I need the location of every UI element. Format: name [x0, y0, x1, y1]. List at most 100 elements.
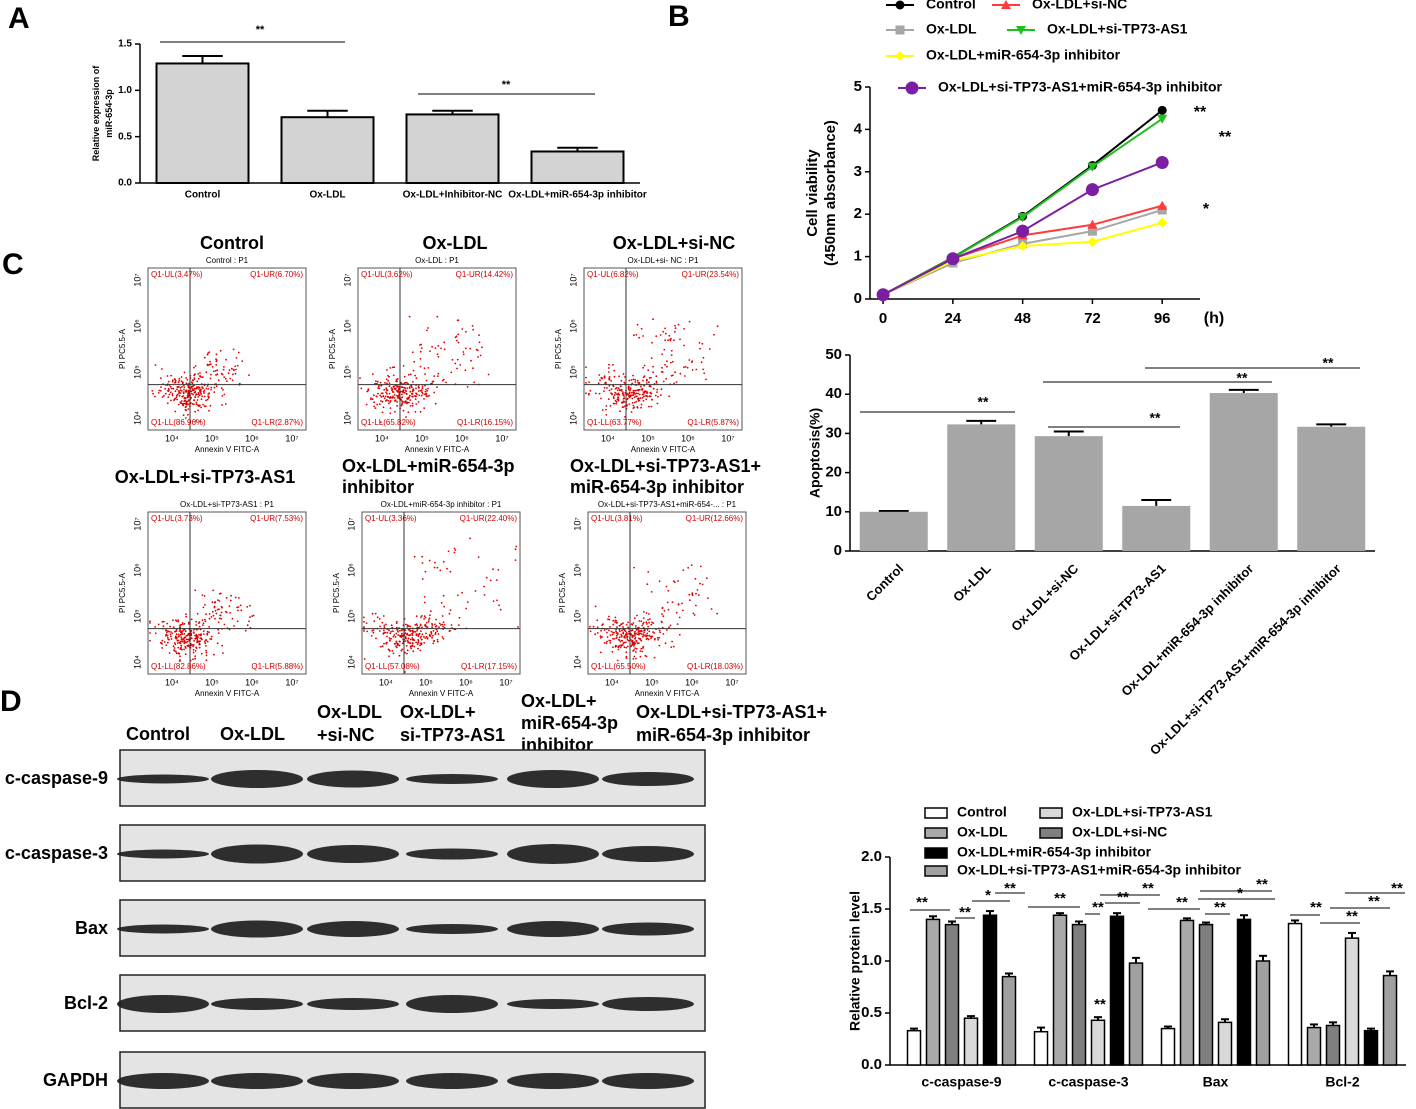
event-dot [678, 616, 681, 619]
event-dot [415, 633, 418, 635]
event-dot [412, 638, 415, 641]
event-dot [423, 407, 426, 409]
event-dot [427, 620, 430, 623]
event-dot [187, 623, 190, 625]
event-dot [648, 613, 650, 615]
error-bar [878, 510, 909, 513]
event-dot [432, 642, 435, 645]
event-dot [641, 624, 644, 627]
event-dot [514, 548, 517, 551]
marker [1016, 26, 1026, 35]
event-dot [428, 617, 431, 620]
bar [1090, 1019, 1106, 1066]
event-dot [645, 638, 648, 641]
quadrant-label: Q1-UL(3.73%) [151, 514, 203, 523]
event-dot [461, 328, 464, 330]
event-dot [431, 382, 433, 385]
event-dot [707, 597, 709, 599]
event-dot [246, 606, 249, 608]
event-dot [180, 636, 183, 639]
event-dot [205, 613, 207, 616]
event-dot [185, 615, 188, 618]
event-dot [631, 382, 634, 385]
event-dot [194, 396, 197, 399]
event-dot [653, 632, 656, 634]
event-dot [149, 620, 151, 623]
event-dot [401, 648, 404, 651]
event-dot [627, 393, 630, 396]
event-dot [489, 579, 492, 582]
event-dot [376, 380, 379, 383]
event-dot [666, 601, 669, 604]
event-dot [660, 620, 663, 623]
event-dot [663, 609, 666, 612]
event-dot [425, 621, 428, 624]
event-dot [184, 397, 187, 399]
event-dot [160, 642, 163, 645]
event-dot [622, 397, 625, 400]
event-dot [179, 624, 181, 627]
event-dot [409, 394, 411, 397]
event-dot [252, 614, 255, 617]
event-dot [440, 602, 443, 604]
legend-swatch [1039, 807, 1063, 819]
lane-label: miR-654-3p [521, 713, 618, 733]
event-dot [211, 366, 214, 368]
event-dot [648, 630, 651, 633]
y-tick-label: 10⁷ [568, 273, 578, 286]
event-dot [193, 403, 195, 406]
event-dot [689, 599, 691, 602]
x-tick-label: 24 [945, 310, 962, 327]
significance-label: ** [1368, 893, 1380, 910]
event-dot [415, 395, 417, 398]
event-dot [196, 612, 199, 615]
event-dot [449, 609, 452, 611]
event-dot [435, 618, 437, 621]
event-dot [646, 623, 648, 625]
event-dot [370, 635, 373, 637]
x-tick-label: 10⁶ [681, 433, 695, 443]
event-dot [624, 376, 626, 378]
plot-title: Control [200, 233, 264, 253]
event-dot [179, 392, 182, 394]
event-dot [694, 577, 697, 580]
event-dot [154, 632, 157, 635]
event-dot [700, 361, 703, 364]
event-dot [178, 641, 181, 644]
event-dot [423, 398, 425, 400]
event-dot [515, 545, 518, 548]
blot-band [507, 921, 599, 937]
event-dot [638, 629, 640, 632]
event-dot [171, 632, 174, 635]
event-dot [662, 330, 665, 333]
event-dot [389, 632, 392, 635]
event-dot [198, 621, 201, 624]
event-dot [236, 364, 239, 367]
plot-frame [147, 267, 307, 431]
event-dot [646, 583, 649, 586]
event-dot [438, 626, 440, 629]
x-tick-label: 96 [1154, 310, 1171, 327]
marker [876, 288, 890, 302]
event-dot [200, 406, 203, 409]
quadrant-label: Q1-LL(65.50%) [591, 662, 646, 671]
event-dot [617, 396, 620, 398]
event-dot [169, 633, 172, 636]
event-dot [204, 620, 207, 623]
event-dot [599, 651, 602, 654]
event-dot [385, 623, 387, 626]
event-dot [411, 630, 414, 632]
event-dot [420, 347, 423, 349]
significance-label: * [985, 887, 991, 904]
event-dot [408, 387, 411, 389]
event-dot [395, 390, 398, 392]
event-dot [183, 628, 186, 631]
event-dot [454, 336, 457, 339]
event-dot [446, 567, 448, 570]
x-tick-label: Ox-LDL [309, 190, 345, 201]
event-dot [175, 630, 178, 632]
event-dot [443, 605, 445, 608]
event-dot [377, 385, 380, 388]
event-dot [208, 409, 210, 412]
